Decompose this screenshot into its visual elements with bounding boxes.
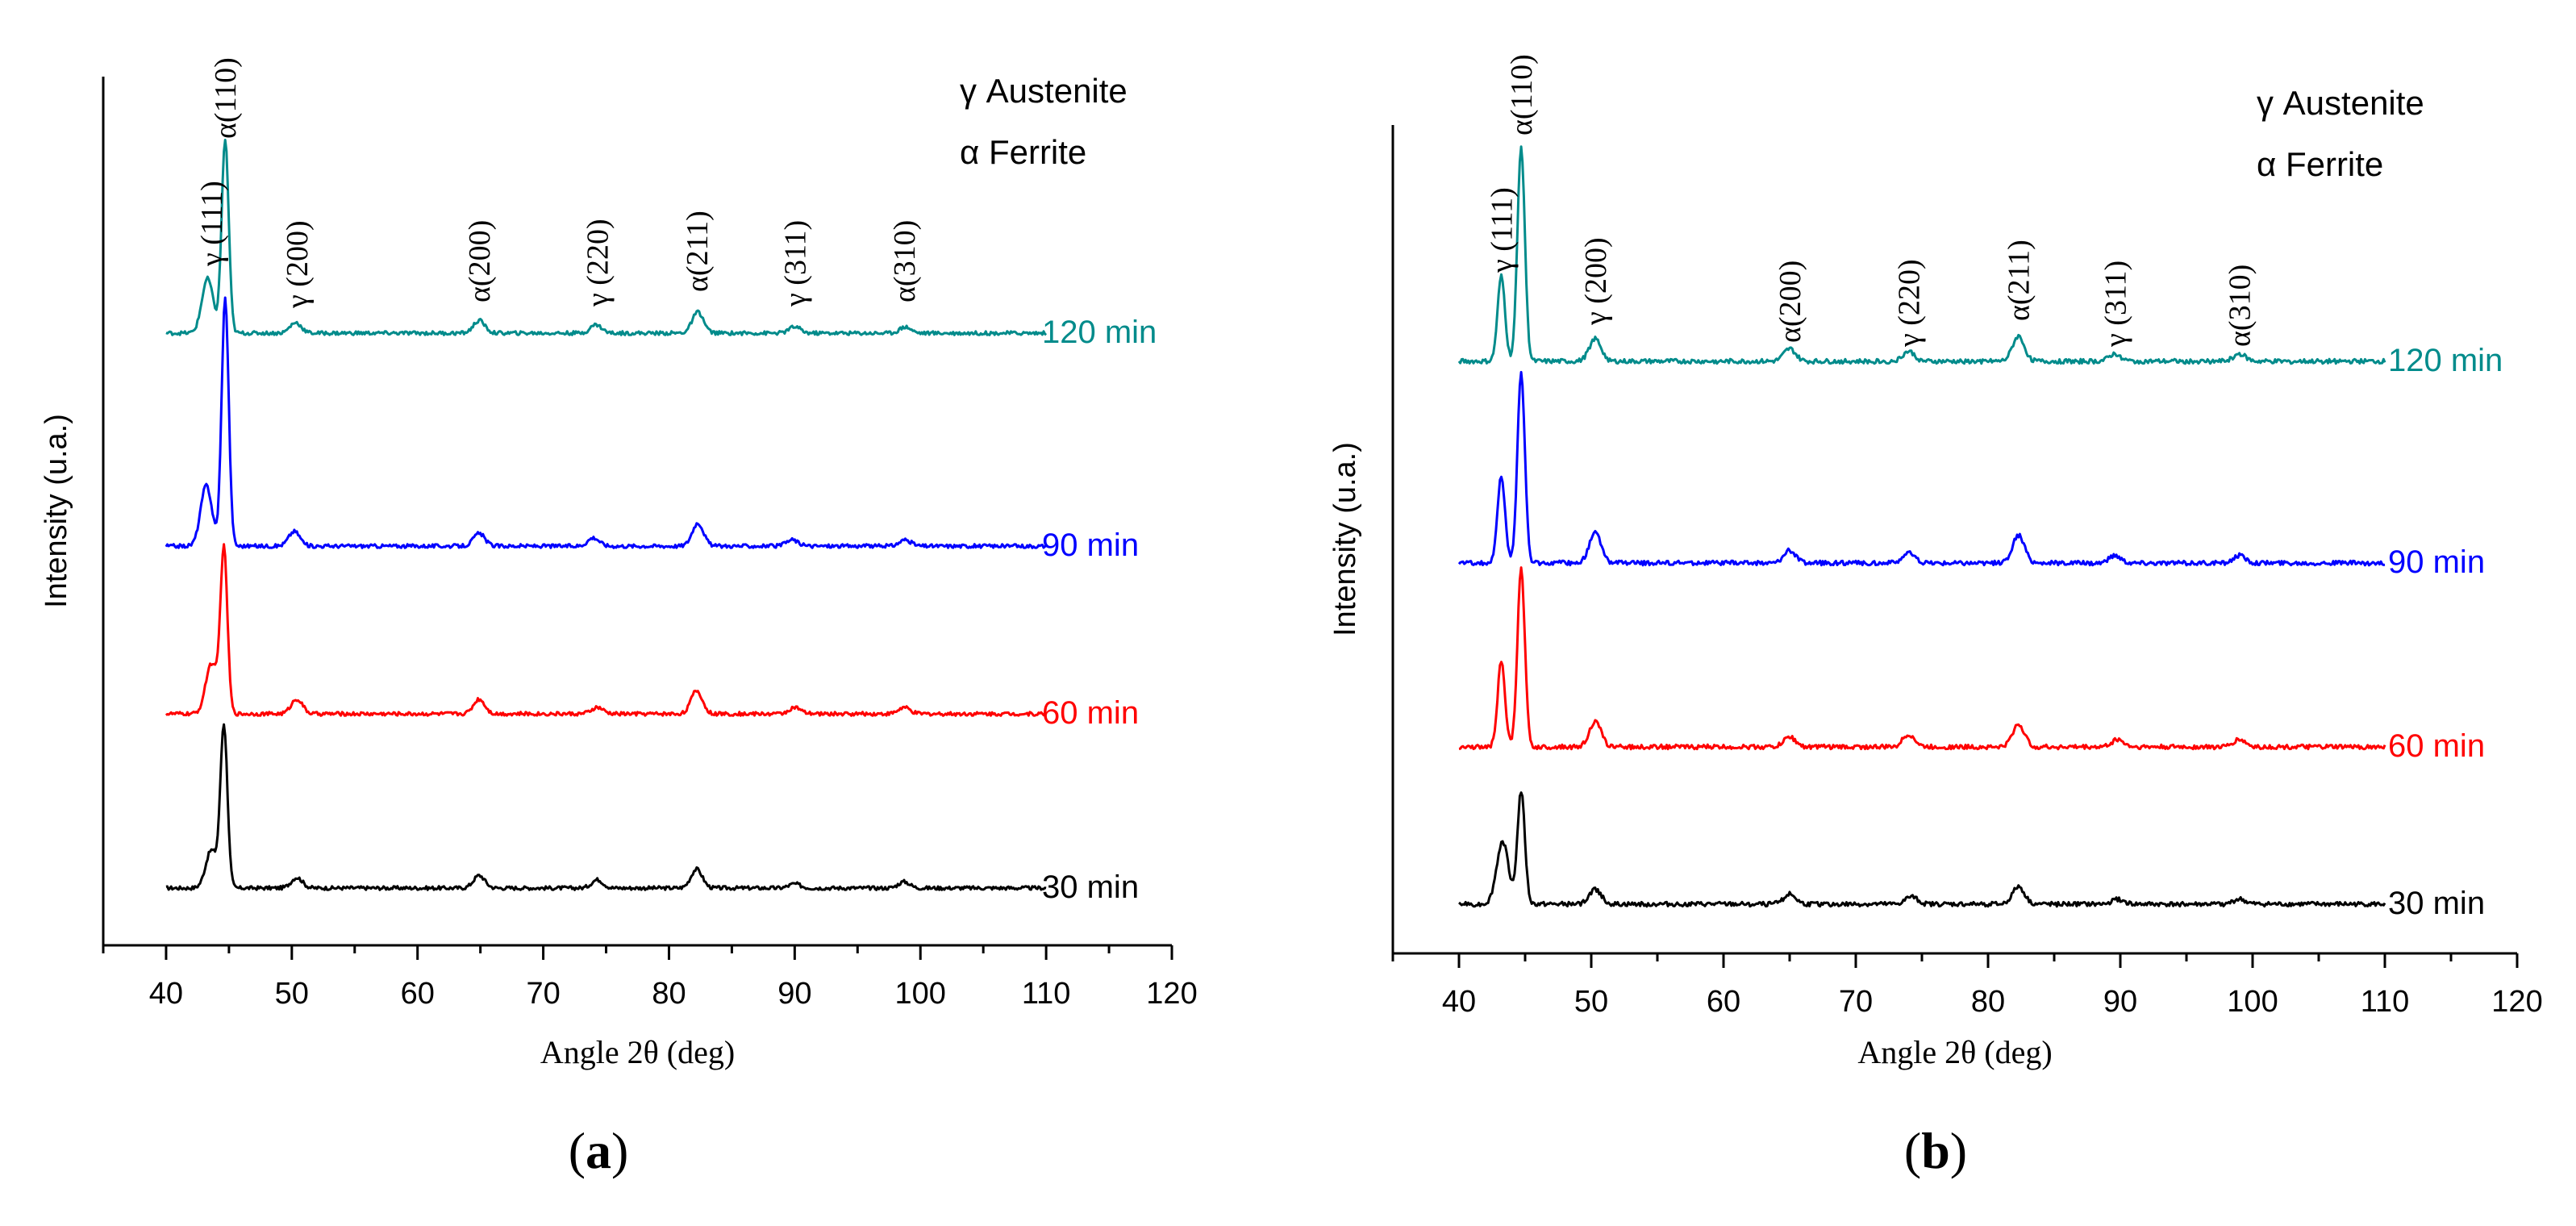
legend-entry: γ Austenite bbox=[2257, 84, 2424, 122]
panel-caption: (b) bbox=[1904, 1122, 1967, 1179]
x-tick-label: 40 bbox=[149, 977, 183, 1011]
peak-label: α(211) bbox=[2003, 240, 2036, 321]
x-tick-label: 80 bbox=[1971, 985, 2005, 1019]
x-tick-label: 70 bbox=[526, 977, 560, 1011]
x-tick-label: 50 bbox=[1574, 985, 1608, 1019]
peak-label: γ (311) bbox=[2099, 261, 2132, 348]
y-axis-label: Intensity (u.a.) bbox=[1328, 442, 1362, 636]
caption-letter: b bbox=[1921, 1122, 1950, 1179]
peak-label: α(211) bbox=[681, 211, 715, 292]
x-axis-label: Angle 2θ (deg) bbox=[540, 1034, 735, 1070]
legend-entry: α Ferrite bbox=[960, 133, 1086, 171]
caption-letter: a bbox=[586, 1122, 611, 1179]
x-tick-label: 110 bbox=[2361, 985, 2410, 1019]
peak-label: α(110) bbox=[1505, 54, 1539, 136]
peak-label: γ (111) bbox=[195, 181, 229, 267]
series-label: 90 min bbox=[1042, 528, 1139, 563]
series-label: 60 min bbox=[2388, 728, 2485, 764]
chart-panel-b: 40 50 60 70 80 90 100 110 120 Angle 2θ (deg) Inten… bbox=[1328, 54, 2543, 1179]
series-label: 30 min bbox=[2388, 886, 2485, 921]
peak-label: α(200) bbox=[463, 220, 497, 302]
x-axis-label: Angle 2θ (deg) bbox=[1857, 1034, 2052, 1070]
x-tick-label: 100 bbox=[2227, 985, 2278, 1019]
x-tick-label: 100 bbox=[895, 977, 946, 1011]
legend-entry: γ Austenite bbox=[960, 72, 1128, 110]
series-trace-60-min bbox=[165, 543, 1047, 717]
peak-label: α(110) bbox=[209, 57, 243, 139]
x-tick-label: 70 bbox=[1839, 985, 1873, 1019]
series-trace-30-min bbox=[1458, 791, 2386, 908]
series-label: 120 min bbox=[1042, 315, 1157, 350]
peak-label: γ (220) bbox=[581, 219, 615, 307]
series-trace-30-min bbox=[165, 723, 1047, 891]
x-tick-label: 90 bbox=[777, 977, 811, 1011]
x-tick-label: 110 bbox=[1022, 977, 1071, 1011]
chart-panel-a: 40 50 60 70 80 90 100 110 120 Angle 2θ (deg) Inten… bbox=[40, 57, 1198, 1179]
caption-close-paren: ) bbox=[1950, 1122, 1967, 1179]
peak-label: γ (311) bbox=[778, 220, 812, 307]
series-label: 60 min bbox=[1042, 695, 1139, 731]
x-tick-label: 60 bbox=[401, 977, 435, 1011]
peak-label: α(310) bbox=[888, 220, 922, 302]
series-trace-90-min bbox=[1457, 370, 2386, 567]
series-label: 90 min bbox=[2388, 544, 2485, 580]
series-label: 120 min bbox=[2388, 343, 2503, 378]
caption-close-paren: ) bbox=[611, 1122, 628, 1179]
legend-entry: α Ferrite bbox=[2257, 145, 2383, 183]
peak-label: α(310) bbox=[2224, 265, 2257, 347]
series-trace-120-min bbox=[165, 139, 1048, 336]
peak-label: γ (220) bbox=[1893, 259, 1927, 348]
panel-caption: (a) bbox=[569, 1122, 629, 1179]
x-tick-label: 40 bbox=[1442, 985, 1476, 1019]
series-trace-90-min bbox=[165, 296, 1048, 549]
x-tick-label: 120 bbox=[1146, 977, 1197, 1011]
peak-label: α(200) bbox=[1774, 261, 1807, 343]
series-label: 30 min bbox=[1042, 869, 1139, 905]
x-tick-label: 90 bbox=[2103, 985, 2137, 1019]
y-axis-label: Intensity (u.a.) bbox=[40, 414, 73, 608]
x-tick-label: 80 bbox=[652, 977, 686, 1011]
caption-open-paren: ( bbox=[569, 1122, 586, 1179]
peak-label: γ (111) bbox=[1485, 187, 1519, 273]
peak-label: γ (200) bbox=[281, 220, 315, 309]
x-tick-label: 60 bbox=[1707, 985, 1740, 1019]
caption-open-paren: ( bbox=[1904, 1122, 1921, 1179]
series-trace-120-min bbox=[1457, 145, 2386, 365]
x-tick-label: 50 bbox=[275, 977, 309, 1011]
series-trace-60-min bbox=[1458, 566, 2386, 751]
x-tick-label: 120 bbox=[2491, 985, 2542, 1019]
peak-label: γ (200) bbox=[1579, 237, 1613, 326]
